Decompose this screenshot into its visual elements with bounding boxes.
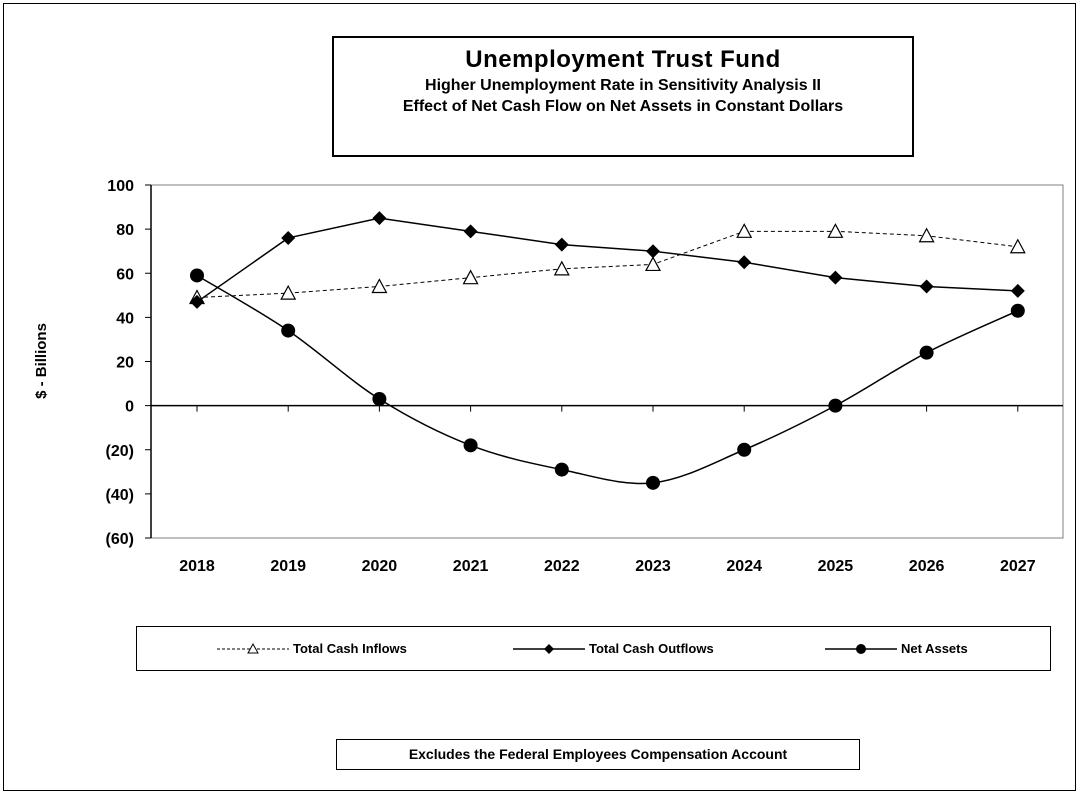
data-point-diamond [1010,283,1025,298]
data-point-diamond [554,237,569,252]
series-total-cash-inflows [188,223,1026,305]
data-point-circle [919,345,934,360]
y-tick-label: (40) [106,487,134,504]
legend-item-outflows: Total Cash Outflows [513,627,714,670]
series-net-assets [190,268,1025,490]
x-tick-label: 2026 [909,558,945,575]
chart-subtitle-1: Higher Unemployment Rate in Sensitivity … [425,77,821,94]
series-layer [188,211,1026,490]
y-tick-labels: 100 80 60 40 20 0 (20) (40) (60) [106,178,135,548]
legend-label-outflows: Total Cash Outflows [589,641,714,656]
data-point-triangle [553,260,570,276]
y-tick-label: 80 [116,222,134,239]
y-tick-label: 0 [125,399,134,416]
data-point-circle [463,438,478,453]
data-point-diamond [646,244,660,259]
legend: Total Cash Inflows Total Cash Outflows N… [136,626,1051,671]
data-point-diamond [190,294,204,309]
legend-marker-triangle-icon [217,642,289,653]
data-point-triangle [371,278,388,294]
data-point-diamond [281,230,296,245]
data-point-diamond [737,255,752,270]
data-point-triangle [644,256,662,272]
y-tick-label: 100 [107,178,134,195]
x-tick-label: 2027 [1000,558,1036,575]
x-tick-label: 2025 [818,558,854,575]
y-tick-label: 40 [116,310,134,327]
x-tick-label: 2018 [179,558,215,575]
data-point-diamond [919,279,934,294]
x-tick-label: 2020 [362,558,398,575]
legend-item-net-assets: Net Assets [825,627,968,670]
data-point-triangle [462,269,479,285]
y-tick-label: (20) [106,443,134,460]
legend-marker-diamond-icon [513,643,585,654]
series-line [196,230,1018,299]
data-point-circle [281,323,296,338]
data-point-triangle [827,223,844,238]
series-total-cash-outflows [190,211,1025,309]
legend-label-net-assets: Net Assets [901,641,968,656]
footnote: Excludes the Federal Employees Compensat… [336,739,860,770]
x-tick-label: 2023 [635,558,671,575]
axes [145,184,1064,539]
data-point-circle [828,398,843,413]
data-point-circle [190,268,204,283]
data-point-circle [1010,303,1025,318]
chart-title: Unemployment Trust Fund [465,46,781,73]
chart-subtitle-2: Effect of Net Cash Flow on Net Assets in… [402,98,844,115]
data-point-triangle [918,227,935,243]
x-tick-label: 2022 [544,558,580,575]
y-tick-label: 20 [116,355,134,372]
x-tick-label: 2024 [726,558,762,575]
legend-marker-circle-icon [825,643,897,654]
x-tick-label: 2019 [270,558,306,575]
data-point-diamond [463,224,478,239]
data-point-circle [646,475,660,490]
y-tick-label: (60) [106,531,134,548]
legend-item-inflows: Total Cash Inflows [217,627,407,670]
data-point-circle [737,442,752,457]
series-line [196,217,1018,303]
y-axis-label: $ - Billions [33,323,50,399]
data-point-triangle [1009,238,1026,254]
data-point-triangle [736,223,753,238]
data-point-diamond [372,211,387,226]
series-line [196,274,1019,485]
y-tick-label: 60 [116,266,134,283]
x-tick-label: 2021 [453,558,489,575]
data-point-circle [554,462,569,477]
data-point-circle [372,392,387,407]
chart-title-box: Unemployment Trust Fund Higher Unemploym… [332,36,914,157]
legend-label-inflows: Total Cash Inflows [293,641,407,656]
x-tick-labels: 2018 2019 2020 2021 2022 2023 2024 2025 2026 2027 [179,558,1035,575]
data-point-triangle [280,284,297,300]
data-point-diamond [828,270,843,285]
